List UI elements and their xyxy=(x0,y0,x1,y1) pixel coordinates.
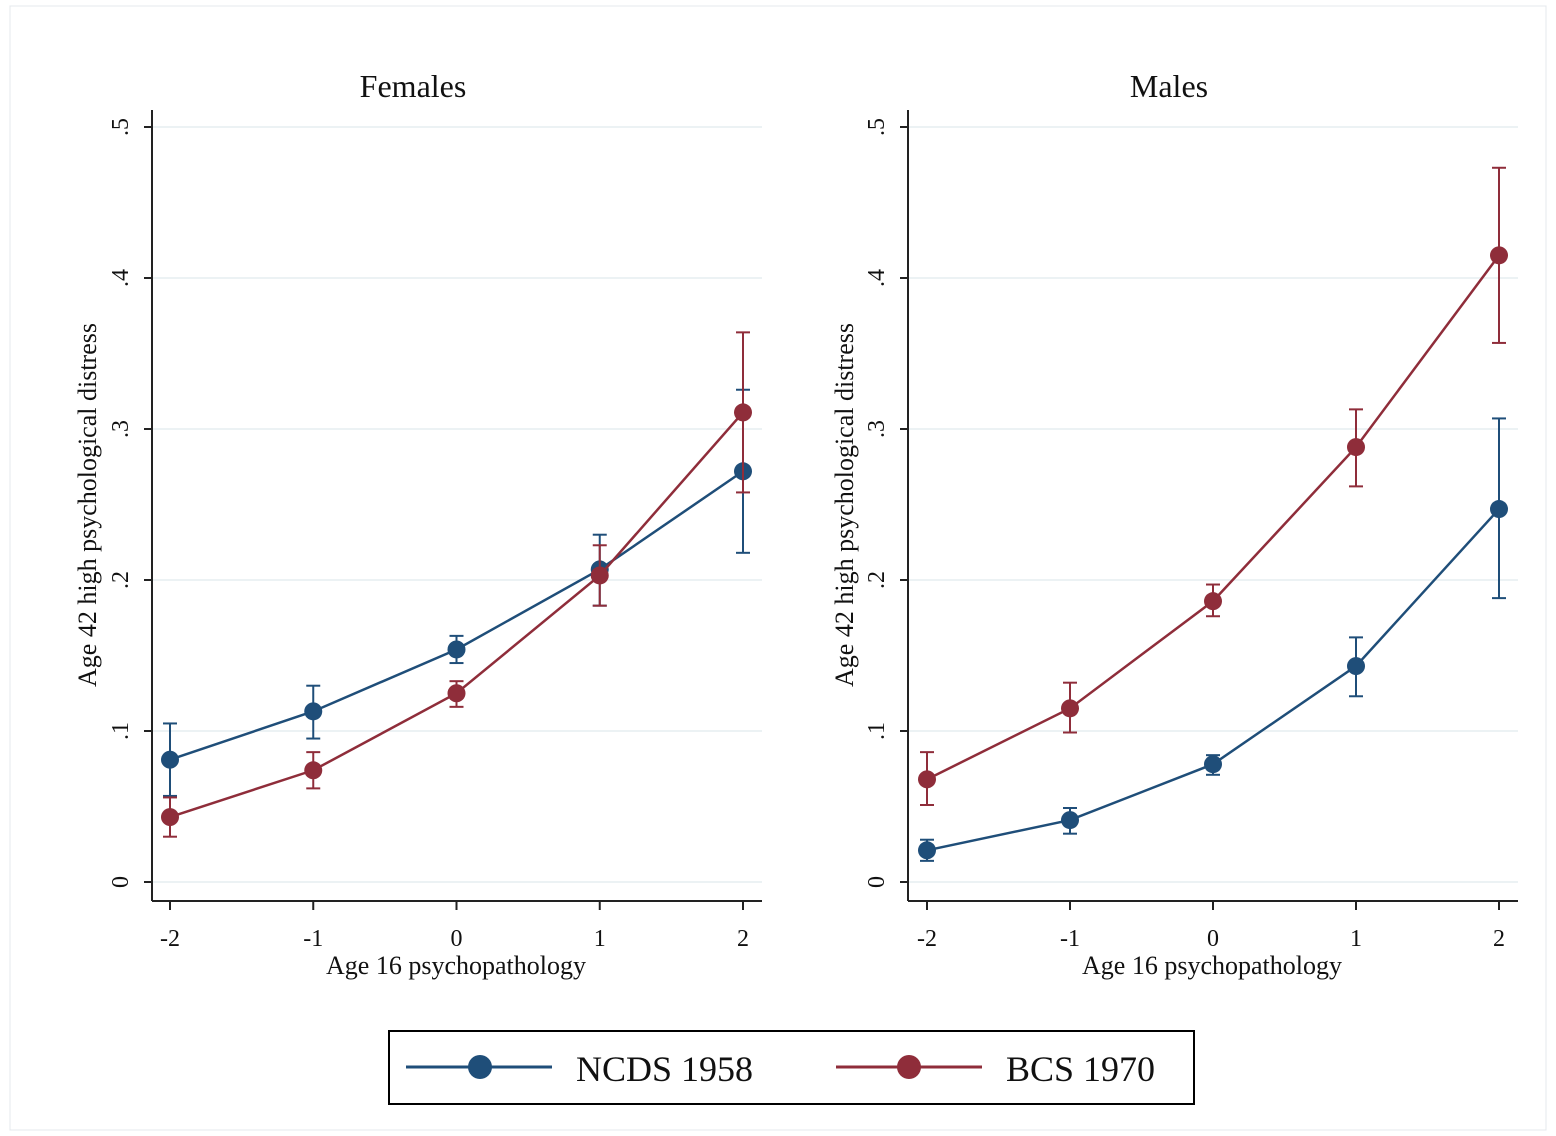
y-tick-label: .5 xyxy=(864,118,890,136)
panel-title: Males xyxy=(1130,68,1208,104)
panel-females: Females Age 16 psychopathology Age 42 hi… xyxy=(73,68,762,980)
x-tick-label: -1 xyxy=(303,926,323,952)
legend-swatch-marker xyxy=(897,1055,921,1079)
y-tick-label: .3 xyxy=(864,420,890,438)
data-point xyxy=(918,770,936,789)
y-tick-label: .3 xyxy=(108,420,134,438)
data-point xyxy=(304,761,323,780)
legend-item-ncds-1958: NCDS 1958 xyxy=(406,1049,753,1089)
legend-swatch-marker xyxy=(468,1055,492,1079)
data-point xyxy=(1347,438,1365,457)
x-tick-label: -2 xyxy=(160,926,180,952)
y-tick-label: .4 xyxy=(108,269,134,287)
y-tick-label: .4 xyxy=(864,269,890,287)
series-bcs-1970 xyxy=(161,331,752,838)
legend-item-bcs-1970: BCS 1970 xyxy=(836,1049,1155,1089)
series-bcs-1970 xyxy=(918,166,1508,806)
y-tick-label: .1 xyxy=(108,722,134,740)
legend-label: NCDS 1958 xyxy=(576,1049,753,1089)
data-point xyxy=(1490,246,1508,265)
y-tick-label: .2 xyxy=(108,571,134,589)
y-tick-label: 0 xyxy=(108,876,134,888)
x-tick-label: 1 xyxy=(594,926,606,952)
x-tick-label: 1 xyxy=(1350,926,1362,952)
x-axis-label: Age 16 psychopathology xyxy=(1082,951,1342,980)
panel-title: Females xyxy=(360,68,467,104)
x-tick-label: -1 xyxy=(1060,926,1080,952)
x-tick-label: -2 xyxy=(917,926,937,952)
x-tick-label: 2 xyxy=(737,926,749,952)
legend-label: BCS 1970 xyxy=(1006,1049,1155,1089)
data-point xyxy=(1204,592,1222,611)
y-tick-label: .5 xyxy=(108,118,134,136)
panel-males: Males Age 16 psychopathology Age 42 high… xyxy=(830,68,1518,980)
data-point xyxy=(447,640,466,659)
y-axis-label: Age 42 high psychological distress xyxy=(830,323,859,687)
y-tick-label: .1 xyxy=(864,722,890,740)
x-tick-label: 2 xyxy=(1493,926,1505,952)
data-point xyxy=(918,841,936,860)
legend: NCDS 1958 BCS 1970 xyxy=(388,1030,1195,1105)
data-point xyxy=(590,566,609,585)
x-tick-label: 0 xyxy=(451,926,463,952)
data-point xyxy=(1490,500,1508,519)
x-tick-label: 0 xyxy=(1207,926,1219,952)
series-ncds-1958 xyxy=(918,417,1508,862)
data-point xyxy=(1204,755,1222,774)
data-point xyxy=(734,403,752,422)
data-point xyxy=(161,750,179,769)
data-point xyxy=(161,808,179,827)
data-point xyxy=(1061,811,1079,830)
y-tick-label: 0 xyxy=(864,876,890,888)
data-point xyxy=(1061,699,1079,718)
data-point xyxy=(1347,657,1365,676)
y-tick-label: .2 xyxy=(864,571,890,589)
y-axis-label: Age 42 high psychological distress xyxy=(73,323,102,687)
x-axis-label: Age 16 psychopathology xyxy=(326,951,586,980)
data-point xyxy=(447,684,466,703)
data-point xyxy=(304,702,323,721)
